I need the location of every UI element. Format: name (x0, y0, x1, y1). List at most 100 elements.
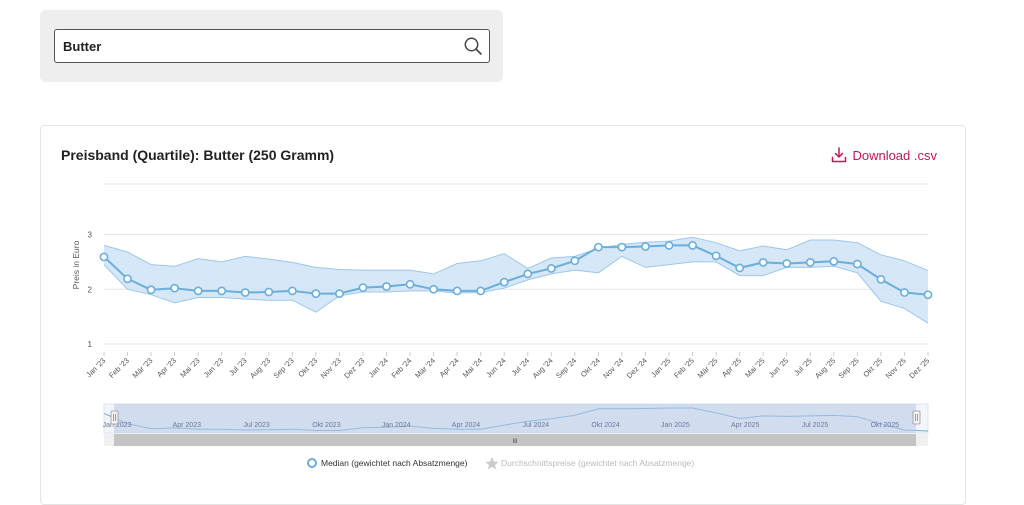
download-icon (832, 147, 847, 163)
navigator-handle-right[interactable] (912, 410, 921, 425)
x-tick-label: Nov '24 (601, 356, 625, 380)
x-tick-label: Sep '23 (272, 356, 296, 380)
navigator-label: Okt 2024 (591, 422, 620, 429)
navigator-label: Apr 2024 (452, 422, 481, 429)
median-point[interactable] (240, 288, 250, 297)
x-tick-label: Jan '23 (84, 356, 107, 379)
x-tick-label: Jul '25 (792, 356, 814, 378)
x-tick-label: Apr '23 (155, 356, 178, 379)
median-point[interactable] (217, 286, 227, 296)
download-csv-link[interactable]: Download .csv (831, 147, 937, 163)
median-point[interactable] (382, 282, 391, 291)
navigator-selection[interactable] (114, 404, 916, 433)
x-tick-label: Jan '25 (649, 356, 672, 379)
x-tick-label: Nov '25 (884, 356, 908, 380)
median-point[interactable] (664, 241, 674, 250)
legend-median-symbol (307, 458, 317, 468)
median-point[interactable] (358, 283, 368, 293)
search-input[interactable] (63, 30, 443, 62)
navigator-label: Okt 2023 (312, 422, 341, 429)
median-point[interactable] (452, 286, 462, 296)
x-tick-label: Jun '25 (767, 356, 790, 379)
search-icon[interactable] (463, 36, 483, 56)
median-point[interactable] (852, 259, 862, 269)
y-axis-label: Preis in Euro (71, 240, 81, 289)
navigator-label: Okt 2025 (871, 422, 900, 429)
median-point[interactable] (476, 286, 486, 296)
median-point[interactable] (523, 269, 533, 279)
median-point[interactable] (146, 285, 156, 295)
x-tick-label: Dez '24 (625, 356, 649, 380)
x-tick-label: Jun '24 (484, 356, 507, 379)
median-point[interactable] (123, 274, 132, 284)
navigator-label: Apr 2025 (731, 422, 760, 429)
x-tick-label: Feb '25 (672, 356, 696, 380)
median-point[interactable] (829, 256, 839, 266)
median-point[interactable] (758, 258, 768, 267)
median-point[interactable] (499, 277, 509, 287)
median-point[interactable] (735, 263, 745, 273)
scrollbar-thumb[interactable] (114, 434, 916, 446)
median-point[interactable] (264, 287, 274, 297)
x-tick-label: Aug '23 (248, 356, 272, 380)
x-tick-label: Mär '23 (131, 356, 155, 380)
legend-average-label[interactable]: Durchschnittspreise (gewichtet nach Absa… (501, 458, 694, 468)
x-tick-label: Okt '25 (861, 356, 884, 379)
median-point[interactable] (99, 252, 109, 262)
x-tick-label: Mär '24 (413, 356, 437, 380)
median-point[interactable] (923, 290, 933, 300)
x-tick-label: Jul '23 (227, 356, 249, 378)
x-tick-label: Apr '24 (438, 356, 461, 379)
median-point[interactable] (900, 288, 909, 297)
median-point[interactable] (711, 251, 721, 261)
navigator-label: Apr 2023 (173, 422, 202, 429)
x-tick-label: Okt '23 (296, 356, 319, 379)
median-point[interactable] (311, 289, 321, 299)
median-point[interactable] (405, 279, 415, 289)
median-point[interactable] (570, 256, 580, 266)
median-point[interactable] (688, 241, 697, 250)
y-tick-label: 3 (88, 231, 93, 240)
median-point[interactable] (170, 283, 180, 293)
x-tick-label: Mai '23 (178, 356, 201, 379)
x-tick-label: Jul '24 (510, 356, 532, 378)
x-tick-label: Feb '24 (390, 356, 414, 380)
median-point[interactable] (782, 259, 792, 268)
median-point[interactable] (594, 242, 603, 252)
median-point[interactable] (546, 264, 556, 273)
download-label: Download .csv (852, 147, 937, 163)
median-point[interactable] (641, 242, 650, 251)
median-point[interactable] (429, 284, 438, 294)
median-point[interactable] (876, 274, 886, 284)
navigator-label: Jan 2023 (103, 422, 132, 429)
quartile-band-lower-line (103, 255, 929, 324)
x-tick-label: Sep '24 (554, 356, 578, 380)
chart-title: Preisband (Quartile): Butter (250 Gramm) (61, 147, 335, 163)
median-point[interactable] (287, 286, 297, 296)
navigator-label: Jan 2024 (382, 422, 411, 429)
quartile-band-upper-line (103, 236, 929, 275)
x-tick-label: Nov '23 (319, 356, 343, 380)
median-point[interactable] (805, 258, 815, 267)
median-point[interactable] (193, 286, 203, 296)
navigator-label: Jul 2024 (523, 422, 550, 429)
x-tick-label: Feb '23 (107, 356, 131, 380)
median-point[interactable] (335, 289, 344, 299)
x-tick-label: Okt '24 (579, 356, 602, 379)
search-box[interactable] (54, 29, 490, 63)
legend-average-symbol (485, 457, 499, 470)
legend-median-label[interactable]: Median (gewichtet nach Absatzmenge) (321, 458, 468, 468)
navigator-label: Jan 2025 (661, 422, 690, 429)
scrollbar-grip: III (512, 439, 517, 445)
search-panel (40, 10, 503, 82)
navigator-label: Jul 2023 (243, 422, 270, 429)
x-tick-label: Mär '25 (696, 356, 720, 380)
x-tick-label: Aug '24 (531, 356, 555, 380)
median-point[interactable] (617, 242, 627, 252)
x-tick-label: Mai '25 (743, 356, 766, 379)
y-tick-label: 1 (88, 340, 93, 349)
navigator-handle-left[interactable] (110, 410, 119, 425)
x-tick-label: Aug '25 (813, 356, 837, 380)
x-tick-label: Mai '24 (461, 356, 484, 379)
